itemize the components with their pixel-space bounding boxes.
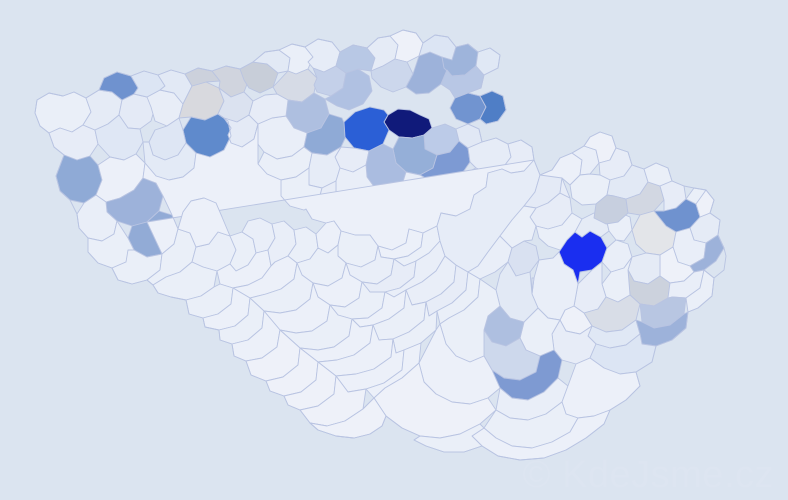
district-polygon[interactable] — [344, 107, 389, 151]
watermark-kdejsme: © KdeJsme.cz — [522, 454, 774, 496]
district-polygon[interactable] — [178, 198, 230, 247]
district-polygon[interactable] — [500, 206, 536, 248]
district-polygon[interactable] — [249, 94, 288, 124]
district-layer[interactable] — [35, 30, 726, 460]
district-polygon[interactable] — [325, 69, 372, 110]
district-polygon[interactable] — [371, 59, 413, 92]
district-polygon[interactable] — [35, 30, 726, 460]
